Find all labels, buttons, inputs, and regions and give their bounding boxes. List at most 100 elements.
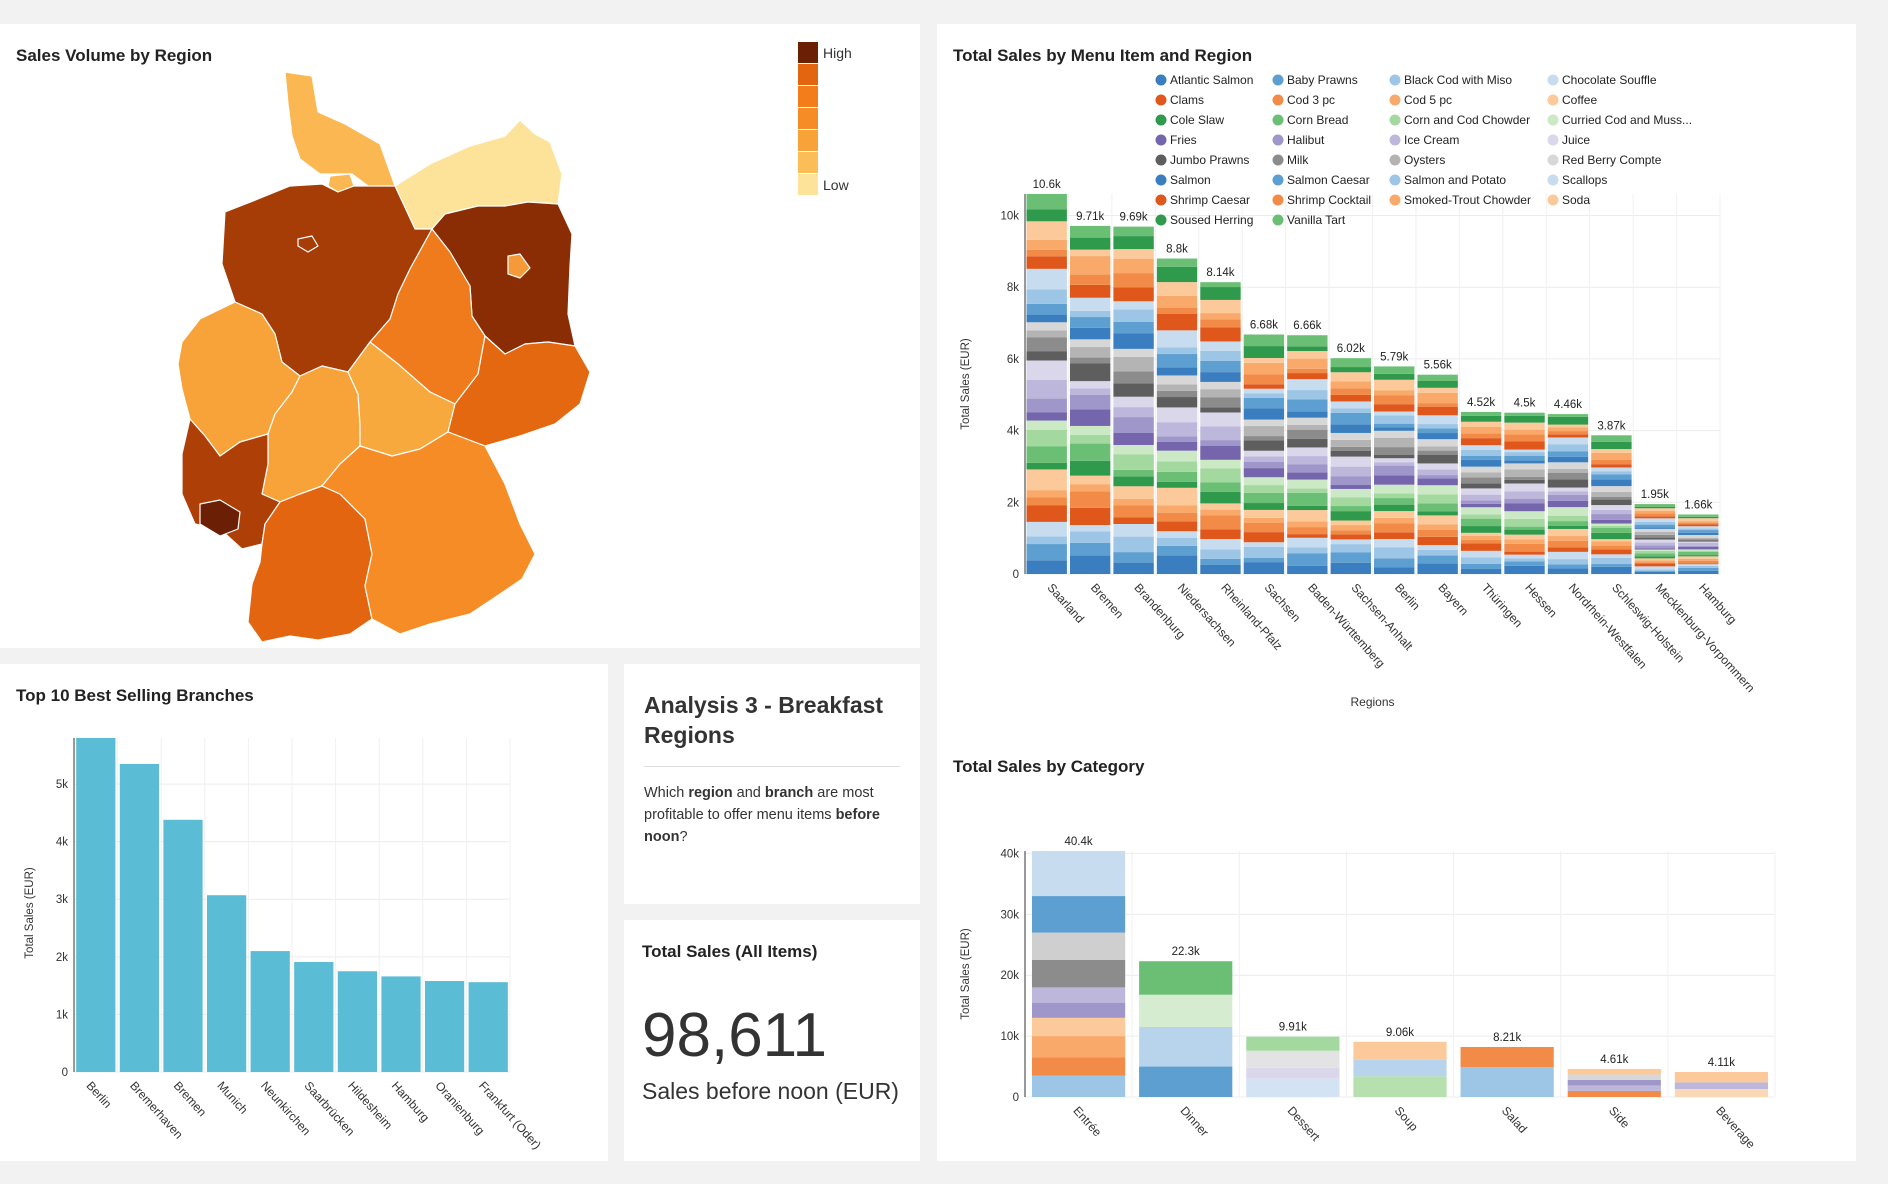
bar-segment-berlin[interactable] <box>1374 458 1415 463</box>
bar-segment-sachsen-anhalt[interactable] <box>1330 485 1371 489</box>
legend-item-vanilla-tart[interactable]: Vanilla Tart <box>1287 213 1346 227</box>
bar-segment-niedersachsen[interactable] <box>1156 441 1198 451</box>
bar-segment-hamburg[interactable] <box>1678 551 1719 556</box>
legend-marker[interactable] <box>1547 174 1559 186</box>
bar-segment-sachsen[interactable] <box>1243 440 1285 451</box>
legend-item-atlantic-salmon[interactable]: Atlantic Salmon <box>1170 73 1253 87</box>
bar-segment-hamburg[interactable] <box>1678 560 1719 564</box>
bar-segment-bremen[interactable] <box>1069 484 1111 492</box>
bar-segment-berlin[interactable] <box>1374 547 1415 559</box>
bar-segment-schleswig-holstein[interactable] <box>1591 539 1632 542</box>
bar-berlin[interactable] <box>76 738 116 1072</box>
bar-segment-thüringen[interactable] <box>1460 539 1502 544</box>
bar-segment-hessen[interactable] <box>1504 452 1545 456</box>
bar-segment-rheinland-pfalz[interactable] <box>1200 372 1241 382</box>
bar-segment-saarland[interactable] <box>1026 469 1067 491</box>
legend-item-shrimp-caesar[interactable]: Shrimp Caesar <box>1170 193 1250 207</box>
bar-segment-side[interactable] <box>1567 1079 1661 1086</box>
bar-segment-salad[interactable] <box>1460 1067 1554 1097</box>
bar-segment-niedersachsen[interactable] <box>1156 354 1198 368</box>
bar-segment-nordrhein-westfalen[interactable] <box>1547 468 1589 473</box>
bar-segment-baden-württemberg[interactable] <box>1287 505 1328 511</box>
bar-segment-niedersachsen[interactable] <box>1156 531 1198 539</box>
bar-segment-thüringen[interactable] <box>1460 557 1502 564</box>
bar-segment-niedersachsen[interactable] <box>1156 282 1198 296</box>
bar-segment-sachsen-anhalt[interactable] <box>1330 424 1371 433</box>
bar-segment-nordrhein-westfalen[interactable] <box>1547 494 1589 501</box>
bar-segment-niedersachsen[interactable] <box>1156 521 1198 532</box>
bar-segment-rheinland-pfalz[interactable] <box>1200 529 1241 539</box>
legend-marker[interactable] <box>1155 134 1167 146</box>
bar-segment-niedersachsen[interactable] <box>1156 313 1198 331</box>
bar-segment-niedersachsen[interactable] <box>1156 545 1198 556</box>
bar-segment-entrée[interactable] <box>1031 1017 1126 1037</box>
bar-segment-nordrhein-westfalen[interactable] <box>1547 525 1589 529</box>
bar-segment-niedersachsen[interactable] <box>1156 436 1198 442</box>
bar-segment-hessen[interactable] <box>1504 518 1545 527</box>
bar-segment-niedersachsen[interactable] <box>1156 407 1198 423</box>
bar-segment-niedersachsen[interactable] <box>1156 555 1198 574</box>
bar-segment-sachsen[interactable] <box>1243 419 1285 427</box>
bar-segment-nordrhein-westfalen[interactable] <box>1547 500 1589 508</box>
bar-segment-rheinland-pfalz[interactable] <box>1200 407 1241 413</box>
bar-segment-rheinland-pfalz[interactable] <box>1200 287 1241 300</box>
bar-segment-side[interactable] <box>1567 1068 1661 1075</box>
bar-segment-sachsen[interactable] <box>1243 517 1285 524</box>
bar-segment-bayern[interactable] <box>1417 374 1458 381</box>
bar-segment-saarland[interactable] <box>1026 446 1067 463</box>
bar-segment-niedersachsen[interactable] <box>1156 461 1198 472</box>
bar-segment-soup[interactable] <box>1353 1076 1447 1097</box>
bar-segment-bayern[interactable] <box>1417 555 1458 564</box>
bar-segment-rheinland-pfalz[interactable] <box>1200 564 1241 574</box>
bar-segment-sachsen[interactable] <box>1243 374 1285 385</box>
bar-segment-saarland[interactable] <box>1026 194 1067 210</box>
bar-segment-baden-württemberg[interactable] <box>1287 399 1328 412</box>
bar-segment-hamburg[interactable] <box>1678 522 1719 525</box>
map-region-bayern[interactable] <box>321 431 536 635</box>
bar-segment-baden-württemberg[interactable] <box>1287 424 1328 430</box>
bar-segment-mecklenburg-vorpommern[interactable] <box>1634 562 1676 564</box>
bar-segment-thüringen[interactable] <box>1460 449 1502 456</box>
bar-segment-bremen[interactable] <box>1069 284 1111 298</box>
bar-segment-niedersachsen[interactable] <box>1156 487 1198 506</box>
bar-segment-sachsen-anhalt[interactable] <box>1330 450 1371 457</box>
legend-item-coffee[interactable]: Coffee <box>1562 93 1597 107</box>
bar-segment-berlin[interactable] <box>1374 447 1415 455</box>
bar-segment-nordrhein-westfalen[interactable] <box>1547 564 1589 569</box>
bar-segment-rheinland-pfalz[interactable] <box>1200 397 1241 408</box>
bar-segment-sachsen-anhalt[interactable] <box>1330 525 1371 531</box>
bar-segment-niedersachsen[interactable] <box>1156 307 1198 314</box>
bar-segment-sachsen[interactable] <box>1243 456 1285 462</box>
bar-segment-sachsen[interactable] <box>1243 334 1285 347</box>
bar-segment-beverage[interactable] <box>1674 1082 1769 1090</box>
bar-segment-mecklenburg-vorpommern[interactable] <box>1634 504 1676 507</box>
bar-segment-brandenburg[interactable] <box>1113 383 1154 397</box>
bar-segment-hessen[interactable] <box>1504 534 1545 540</box>
legend-item-jumbo-prawns[interactable]: Jumbo Prawns <box>1170 153 1249 167</box>
bar-segment-sachsen-anhalt[interactable] <box>1330 520 1371 526</box>
bar-segment-bayern[interactable] <box>1417 549 1458 556</box>
bar-segment-dinner[interactable] <box>1139 1066 1233 1097</box>
bar-segment-niedersachsen[interactable] <box>1156 375 1198 385</box>
bar-segment-saarland[interactable] <box>1026 289 1067 304</box>
bar-segment-entrée[interactable] <box>1031 851 1126 897</box>
bar-segment-brandenburg[interactable] <box>1113 498 1154 506</box>
bar-segment-bremen[interactable] <box>1069 225 1111 238</box>
bar-segment-berlin[interactable] <box>1374 379 1415 391</box>
bar-segment-side[interactable] <box>1567 1085 1661 1091</box>
bar-segment-schleswig-holstein[interactable] <box>1591 532 1632 540</box>
bar-segment-sachsen-anhalt[interactable] <box>1330 372 1371 382</box>
bar-segment-saarland[interactable] <box>1026 337 1067 352</box>
bar-segment-bayern[interactable] <box>1417 563 1458 574</box>
legend-item-fries[interactable]: Fries <box>1170 133 1197 147</box>
bar-segment-nordrhein-westfalen[interactable] <box>1547 547 1589 552</box>
bar-segment-berlin[interactable] <box>1374 427 1415 431</box>
bar-segment-mecklenburg-vorpommern[interactable] <box>1634 545 1676 549</box>
bar-segment-sachsen-anhalt[interactable] <box>1330 497 1371 507</box>
bar-segment-hessen[interactable] <box>1504 429 1545 435</box>
bar-segment-hamburg[interactable] <box>1678 537 1719 540</box>
bar-segment-thüringen[interactable] <box>1460 472 1502 478</box>
bar-segment-hamburg[interactable] <box>1678 521 1719 523</box>
bar-segment-mecklenburg-vorpommern[interactable] <box>1634 508 1676 511</box>
legend-marker[interactable] <box>1547 114 1559 126</box>
